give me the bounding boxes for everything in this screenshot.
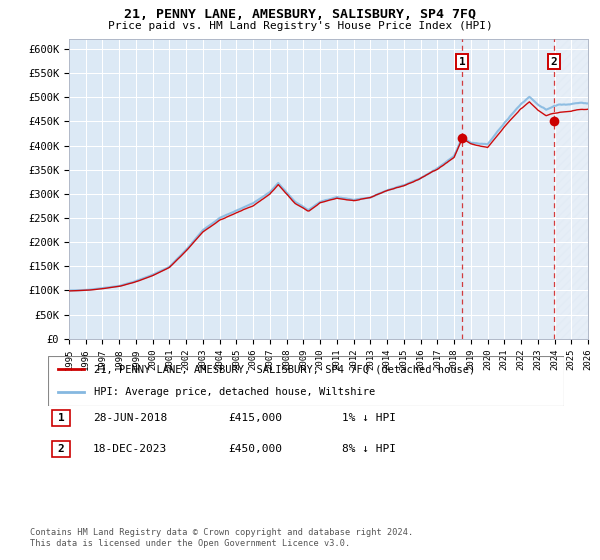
Text: 8% ↓ HPI: 8% ↓ HPI <box>342 444 396 454</box>
Text: £415,000: £415,000 <box>228 413 282 423</box>
Text: 21, PENNY LANE, AMESBURY, SALISBURY, SP4 7FQ: 21, PENNY LANE, AMESBURY, SALISBURY, SP4… <box>124 8 476 21</box>
Text: £450,000: £450,000 <box>228 444 282 454</box>
Bar <box>462 39 588 339</box>
Text: 28-JUN-2018: 28-JUN-2018 <box>93 413 167 423</box>
Text: 18-DEC-2023: 18-DEC-2023 <box>93 444 167 454</box>
Bar <box>554 39 588 339</box>
Text: 2: 2 <box>550 57 557 67</box>
Text: Price paid vs. HM Land Registry's House Price Index (HPI): Price paid vs. HM Land Registry's House … <box>107 21 493 31</box>
Text: 2: 2 <box>58 444 64 454</box>
Text: 1: 1 <box>58 413 64 423</box>
Text: 21, PENNY LANE, AMESBURY, SALISBURY, SP4 7FQ (detached house): 21, PENNY LANE, AMESBURY, SALISBURY, SP4… <box>94 364 476 374</box>
Text: HPI: Average price, detached house, Wiltshire: HPI: Average price, detached house, Wilt… <box>94 388 376 398</box>
Text: 1% ↓ HPI: 1% ↓ HPI <box>342 413 396 423</box>
Text: Contains HM Land Registry data © Crown copyright and database right 2024.
This d: Contains HM Land Registry data © Crown c… <box>30 528 413 548</box>
Text: 1: 1 <box>459 57 466 67</box>
